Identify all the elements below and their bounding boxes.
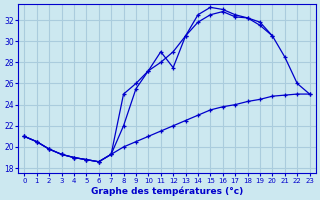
X-axis label: Graphe des températures (°c): Graphe des températures (°c) xyxy=(91,186,243,196)
